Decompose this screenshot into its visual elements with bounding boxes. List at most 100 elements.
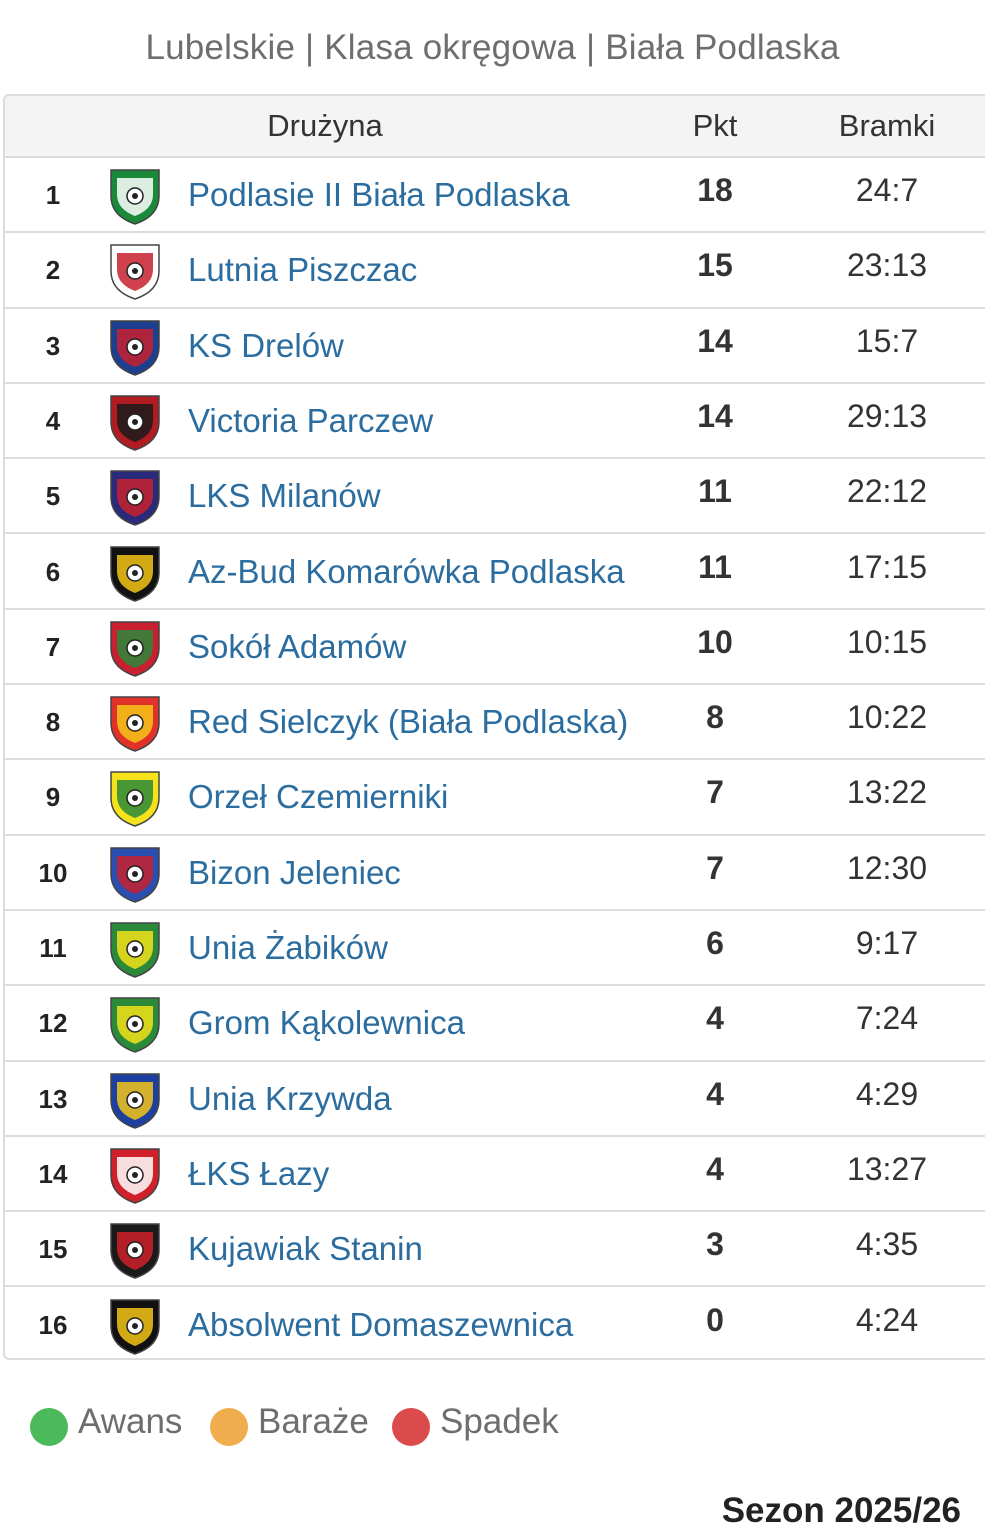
goals-value: 7:24 <box>855 1000 919 1037</box>
position-number: 8 <box>45 707 61 738</box>
season-label: Sezon 2025/26 <box>721 1491 961 1530</box>
table-row[interactable]: 7 Sokół Adamów 10 10:15 <box>5 610 985 686</box>
position-number: 16 <box>38 1309 68 1340</box>
team-name-link[interactable]: Az-Bud Komarówka Podlaska <box>188 552 625 590</box>
table-row[interactable]: 11 Unia Żabików 6 9:17 <box>5 911 985 987</box>
lutnia-crest-icon <box>105 239 165 301</box>
goals-value: 24:7 <box>855 172 919 208</box>
legend-label: Baraże <box>258 1402 369 1441</box>
goals-value: 9:17 <box>855 925 919 961</box>
position-number: 1 <box>45 180 61 210</box>
position-number: 14 <box>38 1158 68 1189</box>
team-name-link[interactable]: Bizon Jeleniec <box>188 853 401 891</box>
table-row[interactable]: 10 Bizon Jeleniec 7 12:30 <box>5 836 985 911</box>
table-row[interactable]: 5 LKS Milanów 11 22:12 <box>5 459 985 535</box>
table-row[interactable]: 1 Podlasie II Biała Podlaska 18 24:7 <box>5 158 985 234</box>
team-name-link[interactable]: Sokół Adamów <box>188 627 407 665</box>
team-name-link[interactable]: Unia Krzywda <box>188 1079 392 1117</box>
team-name-link[interactable]: ŁKS Łazy <box>188 1154 330 1192</box>
table-row[interactable]: 2 Lutnia Piszczac 15 23:13 <box>5 233 985 309</box>
goals-value: 15:7 <box>855 322 919 359</box>
points-value: 7 <box>706 774 724 811</box>
position-number: 3 <box>45 330 61 361</box>
unia-zabikow-crest-icon <box>105 917 165 979</box>
goals-value: 12:30 <box>846 849 928 886</box>
column-header-goals[interactable]: Bramki <box>838 108 936 143</box>
legend-dot-icon <box>30 1408 68 1446</box>
points-value: 15 <box>697 247 733 284</box>
lazy-crest-icon <box>105 1143 165 1205</box>
table-row[interactable]: 6 Az-Bud Komarówka Podlaska 11 17:15 <box>5 535 985 610</box>
table-row[interactable]: 9 Orzeł Czemierniki 7 13:22 <box>5 760 985 836</box>
position-number: 6 <box>45 556 61 587</box>
table-row[interactable]: 15 Kujawiak Stanin 3 4:35 <box>5 1212 985 1288</box>
legend-dot-icon <box>210 1408 248 1446</box>
team-name-link[interactable]: Kujawiak Stanin <box>188 1230 423 1268</box>
table-row[interactable]: 4 Victoria Parczew 14 29:13 <box>5 384 985 460</box>
sokol-crest-icon <box>105 616 165 678</box>
points-value: 14 <box>697 397 733 434</box>
goals-value: 10:15 <box>846 623 928 660</box>
team-name-link[interactable]: Unia Żabików <box>188 929 388 966</box>
column-header-points[interactable]: Pkt <box>692 108 738 143</box>
milanow-crest-icon <box>105 465 165 527</box>
orzel-crest-icon <box>105 766 165 828</box>
position-number: 13 <box>38 1083 68 1114</box>
position-number: 4 <box>45 405 61 436</box>
column-header-team[interactable]: Drużyna <box>267 108 383 143</box>
goals-value: 23:13 <box>846 247 928 284</box>
goals-value: 22:12 <box>846 473 928 510</box>
drelow-crest-icon <box>105 315 165 377</box>
points-value: 4 <box>706 1150 724 1187</box>
points-value: 8 <box>706 699 724 736</box>
legend-dot-icon <box>392 1408 430 1446</box>
table-row[interactable]: 8 Red Sielczyk (Biała Podlaska) 8 10:22 <box>5 685 985 761</box>
goals-value: 29:13 <box>846 397 928 434</box>
team-name-link[interactable]: Grom Kąkolewnica <box>188 1004 465 1042</box>
points-value: 11 <box>698 548 732 585</box>
position-number: 9 <box>45 782 61 813</box>
goals-value: 10:22 <box>846 699 928 736</box>
legend-label: Spadek <box>440 1402 559 1441</box>
position-number: 12 <box>38 1008 68 1039</box>
team-name-link[interactable]: LKS Milanów <box>188 477 381 515</box>
team-name-link[interactable]: Victoria Parczew <box>188 401 434 439</box>
points-value: 18 <box>697 172 733 208</box>
table-row[interactable]: 14 ŁKS Łazy 4 13:27 <box>5 1137 985 1213</box>
goals-value: 4:29 <box>855 1075 919 1112</box>
team-name-link[interactable]: Podlasie II Biała Podlaska <box>188 176 570 213</box>
points-value: 6 <box>706 925 724 961</box>
goals-value: 4:35 <box>855 1226 919 1263</box>
table-header: Drużyna Pkt Bramki <box>5 96 985 158</box>
goals-value: 13:27 <box>846 1150 928 1187</box>
table-row[interactable]: 16 Absolwent Domaszewnica 0 4:24 <box>5 1288 985 1359</box>
team-name-link[interactable]: Lutnia Piszczac <box>188 251 418 289</box>
points-value: 3 <box>706 1226 724 1263</box>
table-row[interactable]: 13 Unia Krzywda 4 4:29 <box>5 1062 985 1137</box>
points-value: 11 <box>698 473 732 510</box>
grom-crest-icon <box>105 992 165 1054</box>
podlasie-crest-icon <box>105 164 165 226</box>
position-number: 2 <box>45 255 61 286</box>
team-name-link[interactable]: Absolwent Domaszewnica <box>188 1305 574 1343</box>
position-number: 5 <box>45 481 61 512</box>
position-number: 15 <box>38 1234 68 1265</box>
absolwent-crest-icon <box>105 1294 165 1356</box>
bizon-crest-icon <box>105 842 165 904</box>
team-name-link[interactable]: KS Drelów <box>188 326 344 364</box>
victoria-crest-icon <box>105 390 165 452</box>
red-sielczyk-crest-icon <box>105 691 165 753</box>
table-row[interactable]: 3 KS Drelów 14 15:7 <box>5 309 985 384</box>
goals-value: 13:22 <box>846 774 928 811</box>
team-name-link[interactable]: Red Sielczyk (Biała Podlaska) <box>188 703 629 741</box>
standings-table: Drużyna Pkt Bramki 1 Podlasie II Biała Po… <box>3 94 985 1360</box>
goals-value: 17:15 <box>846 548 928 585</box>
team-name-link[interactable]: Orzeł Czemierniki <box>188 778 449 816</box>
table-row[interactable]: 12 Grom Kąkolewnica 4 7:24 <box>5 986 985 1062</box>
goals-value: 4:24 <box>855 1301 919 1338</box>
position-number: 7 <box>45 631 61 662</box>
azbud-crest-icon <box>105 541 165 603</box>
points-value: 0 <box>706 1301 724 1338</box>
kujawiak-crest-icon <box>105 1218 165 1280</box>
points-value: 7 <box>706 849 724 886</box>
